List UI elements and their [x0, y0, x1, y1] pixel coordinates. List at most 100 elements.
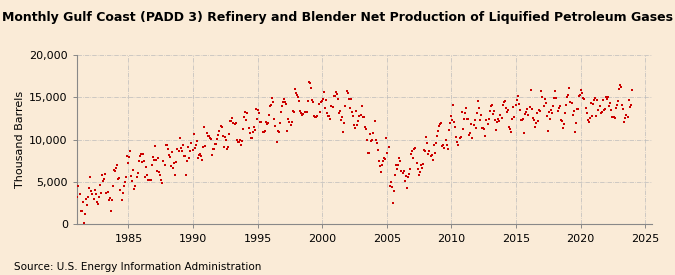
Point: [536, 89, 547, 93]
Point: [541, 114, 552, 118]
Point: [618, 106, 628, 111]
Point: [425, 153, 436, 158]
Point: [561, 103, 572, 107]
Point: [492, 120, 503, 125]
Point: [468, 123, 479, 127]
Point: [298, 112, 309, 116]
Point: [429, 143, 439, 147]
Point: [127, 178, 138, 183]
Point: [329, 94, 340, 99]
Point: [111, 166, 122, 170]
Point: [324, 114, 335, 118]
Point: [240, 110, 250, 115]
Point: [88, 197, 99, 202]
Point: [385, 180, 396, 185]
Point: [554, 106, 564, 110]
Point: [313, 101, 324, 106]
Point: [574, 93, 585, 97]
Point: [129, 187, 140, 191]
Point: [615, 83, 626, 88]
Point: [322, 111, 333, 115]
Point: [426, 153, 437, 158]
Point: [612, 99, 623, 103]
Point: [408, 156, 418, 161]
Point: [591, 114, 601, 119]
Point: [304, 80, 315, 84]
Point: [229, 122, 240, 126]
Point: [314, 109, 325, 114]
Point: [402, 175, 413, 179]
Point: [355, 113, 366, 118]
Point: [134, 154, 145, 158]
Point: [500, 106, 511, 110]
Point: [346, 110, 357, 114]
Point: [588, 102, 599, 106]
Point: [503, 108, 514, 112]
Point: [619, 120, 630, 124]
Point: [448, 103, 458, 108]
Point: [455, 134, 466, 139]
Point: [171, 160, 182, 164]
Point: [516, 118, 527, 122]
Point: [410, 146, 421, 151]
Point: [312, 114, 323, 118]
Point: [241, 118, 252, 122]
Point: [228, 121, 239, 126]
Point: [610, 116, 620, 120]
Point: [107, 197, 117, 202]
Point: [159, 163, 170, 167]
Point: [482, 121, 493, 126]
Point: [416, 166, 427, 170]
Point: [415, 163, 426, 167]
Point: [462, 117, 472, 121]
Point: [593, 108, 604, 112]
Point: [165, 155, 176, 159]
Point: [86, 188, 97, 193]
Point: [399, 178, 410, 183]
Point: [424, 149, 435, 153]
Point: [625, 103, 636, 107]
Point: [80, 197, 91, 201]
Point: [205, 136, 215, 141]
Point: [456, 110, 467, 114]
Point: [196, 153, 207, 158]
Point: [370, 138, 381, 142]
Point: [597, 98, 608, 102]
Point: [508, 105, 519, 109]
Point: [480, 134, 491, 138]
Point: [75, 209, 86, 213]
Point: [346, 97, 356, 102]
Point: [458, 127, 468, 131]
Point: [538, 104, 549, 108]
Point: [574, 94, 585, 99]
Point: [254, 111, 265, 116]
Point: [179, 153, 190, 158]
Point: [491, 128, 502, 133]
Point: [516, 118, 526, 122]
Point: [189, 145, 200, 150]
Point: [299, 110, 310, 114]
Point: [427, 157, 438, 162]
Point: [577, 91, 588, 96]
Point: [477, 126, 487, 130]
Point: [594, 104, 605, 108]
Point: [460, 111, 470, 115]
Point: [543, 129, 554, 133]
Point: [333, 97, 344, 101]
Point: [474, 106, 485, 110]
Point: [479, 127, 490, 131]
Point: [148, 157, 159, 162]
Point: [178, 143, 188, 147]
Point: [152, 168, 163, 173]
Point: [142, 172, 153, 177]
Point: [387, 200, 398, 205]
Point: [203, 134, 214, 138]
Point: [599, 107, 610, 111]
Point: [270, 123, 281, 128]
Point: [373, 147, 383, 152]
Point: [339, 121, 350, 125]
Point: [243, 126, 254, 130]
Point: [465, 131, 476, 135]
Point: [450, 125, 460, 129]
Point: [620, 116, 630, 120]
